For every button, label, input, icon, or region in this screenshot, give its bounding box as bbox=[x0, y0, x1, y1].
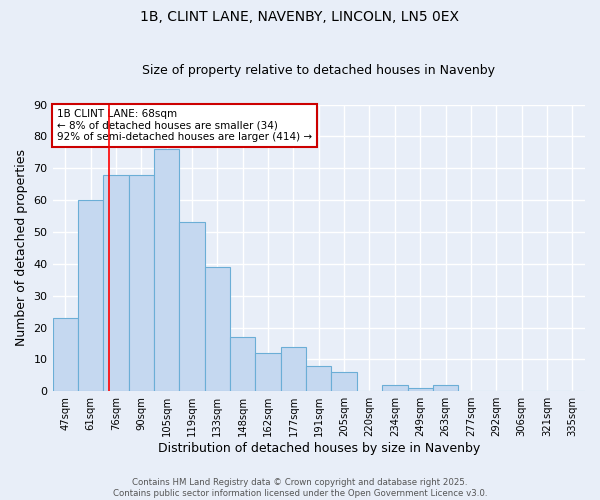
Text: Contains HM Land Registry data © Crown copyright and database right 2025.
Contai: Contains HM Land Registry data © Crown c… bbox=[113, 478, 487, 498]
Bar bbox=[230, 337, 256, 391]
Bar bbox=[103, 174, 128, 391]
Bar bbox=[281, 346, 306, 391]
Bar bbox=[256, 353, 281, 391]
Bar bbox=[433, 385, 458, 391]
Bar bbox=[205, 267, 230, 391]
Title: Size of property relative to detached houses in Navenby: Size of property relative to detached ho… bbox=[142, 64, 495, 77]
Bar bbox=[78, 200, 103, 391]
Bar bbox=[53, 318, 78, 391]
Bar bbox=[154, 149, 179, 391]
Bar bbox=[382, 385, 407, 391]
X-axis label: Distribution of detached houses by size in Navenby: Distribution of detached houses by size … bbox=[158, 442, 480, 455]
Text: 1B, CLINT LANE, NAVENBY, LINCOLN, LN5 0EX: 1B, CLINT LANE, NAVENBY, LINCOLN, LN5 0E… bbox=[140, 10, 460, 24]
Bar bbox=[407, 388, 433, 391]
Text: 1B CLINT LANE: 68sqm
← 8% of detached houses are smaller (34)
92% of semi-detach: 1B CLINT LANE: 68sqm ← 8% of detached ho… bbox=[57, 108, 312, 142]
Bar bbox=[306, 366, 331, 391]
Y-axis label: Number of detached properties: Number of detached properties bbox=[15, 150, 28, 346]
Bar bbox=[128, 174, 154, 391]
Bar bbox=[179, 222, 205, 391]
Bar bbox=[331, 372, 357, 391]
